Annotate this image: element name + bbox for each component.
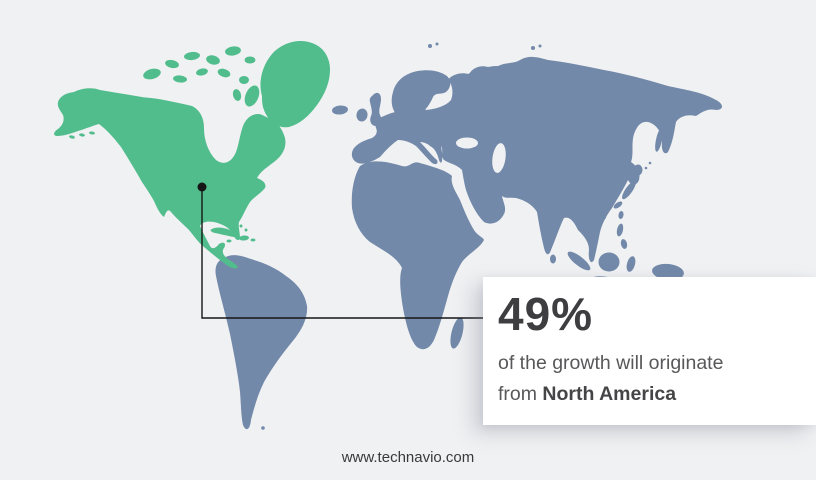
callout-region-name: North America xyxy=(542,382,677,405)
arctic-island xyxy=(184,51,200,61)
black-sea xyxy=(456,137,478,149)
landmass-eurasia xyxy=(351,56,722,263)
landmass-north-america xyxy=(54,88,286,269)
island-svalbard-2 xyxy=(435,42,439,46)
marker-dot xyxy=(197,182,207,192)
island-baffin xyxy=(244,85,260,107)
aleutian-island xyxy=(89,131,95,135)
island-iceland xyxy=(332,105,348,115)
island-madagascar xyxy=(450,317,464,349)
arctic-island xyxy=(225,46,241,56)
callout-leader xyxy=(197,182,483,319)
island-sulawesi xyxy=(626,256,636,272)
island-kuril xyxy=(648,161,652,165)
island-cuba xyxy=(210,227,237,237)
region-rest-of-world xyxy=(215,42,722,430)
island-new-guinea xyxy=(652,263,684,281)
aleutian-island xyxy=(69,135,75,139)
arctic-island xyxy=(173,75,187,83)
callout-line1: of the growth will originate xyxy=(498,351,724,374)
island-novaya-zemlya xyxy=(468,66,506,93)
arctic-island xyxy=(239,76,249,84)
island-sri-lanka xyxy=(550,254,556,264)
island-hainan xyxy=(600,214,606,220)
arctic-island xyxy=(165,59,179,69)
leader-line xyxy=(201,187,483,319)
island-severnaya xyxy=(531,46,535,50)
island-borneo xyxy=(598,252,620,272)
island-great-britain xyxy=(369,92,382,126)
island-kyushu xyxy=(613,201,623,209)
island-bahamas-2 xyxy=(244,228,248,232)
caspian-sea xyxy=(492,143,506,173)
island-honshu xyxy=(622,180,636,200)
arctic-island xyxy=(196,68,208,76)
arctic-island xyxy=(206,55,220,65)
island-ireland xyxy=(356,108,368,122)
landmass-scandinavia xyxy=(391,70,451,120)
island-bahamas xyxy=(239,224,243,228)
island-svalbard xyxy=(428,44,432,48)
landmass-africa xyxy=(351,161,484,350)
island-philippines-south xyxy=(620,239,628,249)
island-falkland xyxy=(261,426,265,430)
island-philippines-north xyxy=(616,223,624,237)
island-hokkaido xyxy=(633,164,643,176)
island-hispaniola xyxy=(239,235,249,241)
arctic-island xyxy=(232,89,242,101)
callout-line2-prefix: from xyxy=(498,382,543,405)
island-sakhalin xyxy=(655,128,663,152)
landmass-south-america xyxy=(215,255,308,430)
region-north-america xyxy=(54,41,330,269)
arctic-island xyxy=(143,68,161,80)
island-sumatra xyxy=(567,251,591,271)
arctic-island xyxy=(244,56,256,64)
island-kuril-2 xyxy=(644,166,648,170)
island-severnaya-2 xyxy=(538,44,542,48)
island-taiwan xyxy=(618,211,624,219)
footer-website: www.technavio.com xyxy=(341,449,475,466)
landmass-greenland xyxy=(260,41,330,128)
aleutian-island xyxy=(79,133,85,137)
island-jamaica xyxy=(226,239,232,243)
callout-card: 49% of the growth will originate from No… xyxy=(483,277,816,425)
callout-description: of the growth will originate from North … xyxy=(498,348,806,410)
arctic-island xyxy=(217,68,231,78)
percentage-value: 49% xyxy=(498,288,594,340)
island-puerto-rico xyxy=(250,238,256,242)
